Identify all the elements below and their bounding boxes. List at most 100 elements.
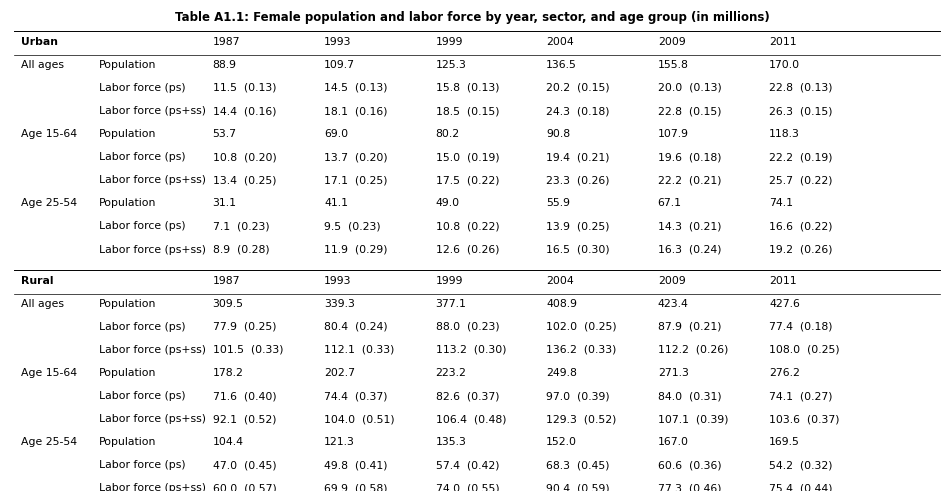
Text: Age 25-54: Age 25-54: [21, 437, 76, 447]
Text: 15.8  (0.13): 15.8 (0.13): [435, 83, 498, 93]
Text: 2009: 2009: [657, 37, 684, 47]
Text: 2009: 2009: [657, 275, 684, 286]
Text: 49.8  (0.41): 49.8 (0.41): [324, 460, 387, 470]
Text: 2011: 2011: [768, 275, 796, 286]
Text: 249.8: 249.8: [546, 368, 577, 378]
Text: 113.2  (0.30): 113.2 (0.30): [435, 345, 506, 355]
Text: 170.0: 170.0: [768, 60, 800, 70]
Text: 408.9: 408.9: [546, 299, 577, 309]
Text: Population: Population: [99, 299, 157, 309]
Text: 309.5: 309.5: [212, 299, 244, 309]
Text: 16.3  (0.24): 16.3 (0.24): [657, 245, 720, 254]
Text: 1993: 1993: [324, 275, 351, 286]
Text: 12.6  (0.26): 12.6 (0.26): [435, 245, 498, 254]
Text: 14.3  (0.21): 14.3 (0.21): [657, 221, 720, 231]
Text: 20.0  (0.13): 20.0 (0.13): [657, 83, 720, 93]
Text: Urban: Urban: [21, 37, 58, 47]
Text: 202.7: 202.7: [324, 368, 355, 378]
Text: 68.3  (0.45): 68.3 (0.45): [546, 460, 609, 470]
Text: 136.2  (0.33): 136.2 (0.33): [546, 345, 615, 355]
Text: 26.3  (0.15): 26.3 (0.15): [768, 106, 832, 116]
Text: 57.4  (0.42): 57.4 (0.42): [435, 460, 498, 470]
Text: 13.4  (0.25): 13.4 (0.25): [212, 175, 276, 185]
Text: 112.2  (0.26): 112.2 (0.26): [657, 345, 727, 355]
Text: 80.2: 80.2: [435, 129, 460, 139]
Text: 17.1  (0.25): 17.1 (0.25): [324, 175, 387, 185]
Text: 20.2  (0.15): 20.2 (0.15): [546, 83, 609, 93]
Text: 23.3  (0.26): 23.3 (0.26): [546, 175, 609, 185]
Text: 22.2  (0.21): 22.2 (0.21): [657, 175, 720, 185]
Text: Table A1.1: Female population and labor force by year, sector, and age group (in: Table A1.1: Female population and labor …: [175, 11, 769, 24]
Text: 109.7: 109.7: [324, 60, 355, 70]
Text: Labor force (ps+ss): Labor force (ps+ss): [99, 414, 206, 424]
Text: 74.1: 74.1: [768, 198, 792, 208]
Text: 31.1: 31.1: [212, 198, 236, 208]
Text: 107.1  (0.39): 107.1 (0.39): [657, 414, 728, 424]
Text: 53.7: 53.7: [212, 129, 236, 139]
Text: Population: Population: [99, 437, 157, 447]
Text: 152.0: 152.0: [546, 437, 577, 447]
Text: 8.9  (0.28): 8.9 (0.28): [212, 245, 269, 254]
Text: 121.3: 121.3: [324, 437, 355, 447]
Text: 22.2  (0.19): 22.2 (0.19): [768, 152, 832, 162]
Text: 377.1: 377.1: [435, 299, 466, 309]
Text: 47.0  (0.45): 47.0 (0.45): [212, 460, 276, 470]
Text: 427.6: 427.6: [768, 299, 800, 309]
Text: Labor force (ps): Labor force (ps): [99, 83, 186, 93]
Text: 7.1  (0.23): 7.1 (0.23): [212, 221, 269, 231]
Text: 71.6  (0.40): 71.6 (0.40): [212, 391, 276, 401]
Text: 19.2  (0.26): 19.2 (0.26): [768, 245, 832, 254]
Text: Population: Population: [99, 368, 157, 378]
Text: Age 15-64: Age 15-64: [21, 129, 76, 139]
Text: 11.5  (0.13): 11.5 (0.13): [212, 83, 276, 93]
Text: All ages: All ages: [21, 60, 64, 70]
Text: 107.9: 107.9: [657, 129, 688, 139]
Text: 101.5  (0.33): 101.5 (0.33): [212, 345, 283, 355]
Text: Labor force (ps+ss): Labor force (ps+ss): [99, 106, 206, 116]
Text: 13.7  (0.20): 13.7 (0.20): [324, 152, 387, 162]
Text: 9.5  (0.23): 9.5 (0.23): [324, 221, 380, 231]
Text: 49.0: 49.0: [435, 198, 460, 208]
Text: 77.4  (0.18): 77.4 (0.18): [768, 322, 832, 332]
Text: Population: Population: [99, 198, 157, 208]
Text: Rural: Rural: [21, 275, 53, 286]
Text: 167.0: 167.0: [657, 437, 688, 447]
Text: All ages: All ages: [21, 299, 64, 309]
Text: 88.0  (0.23): 88.0 (0.23): [435, 322, 498, 332]
Text: 106.4  (0.48): 106.4 (0.48): [435, 414, 506, 424]
Text: Labor force (ps): Labor force (ps): [99, 152, 186, 162]
Text: 1993: 1993: [324, 37, 351, 47]
Text: 178.2: 178.2: [212, 368, 244, 378]
Text: Labor force (ps): Labor force (ps): [99, 460, 186, 470]
Text: 2004: 2004: [546, 37, 573, 47]
Text: 19.6  (0.18): 19.6 (0.18): [657, 152, 720, 162]
Text: 102.0  (0.25): 102.0 (0.25): [546, 322, 616, 332]
Text: Labor force (ps+ss): Labor force (ps+ss): [99, 245, 206, 254]
Text: 108.0  (0.25): 108.0 (0.25): [768, 345, 839, 355]
Text: 18.5  (0.15): 18.5 (0.15): [435, 106, 498, 116]
Text: 69.0: 69.0: [324, 129, 348, 139]
Text: Age 15-64: Age 15-64: [21, 368, 76, 378]
Text: 339.3: 339.3: [324, 299, 355, 309]
Text: 14.5  (0.13): 14.5 (0.13): [324, 83, 387, 93]
Text: 112.1  (0.33): 112.1 (0.33): [324, 345, 394, 355]
Text: 18.1  (0.16): 18.1 (0.16): [324, 106, 387, 116]
Text: 74.4  (0.37): 74.4 (0.37): [324, 391, 387, 401]
Text: 67.1: 67.1: [657, 198, 681, 208]
Text: 423.4: 423.4: [657, 299, 688, 309]
Text: 1999: 1999: [435, 37, 463, 47]
Text: 25.7  (0.22): 25.7 (0.22): [768, 175, 832, 185]
Text: 55.9: 55.9: [546, 198, 569, 208]
Text: 24.3  (0.18): 24.3 (0.18): [546, 106, 609, 116]
Text: 129.3  (0.52): 129.3 (0.52): [546, 414, 615, 424]
Text: 22.8  (0.15): 22.8 (0.15): [657, 106, 720, 116]
Text: 1987: 1987: [212, 37, 240, 47]
Text: 90.8: 90.8: [546, 129, 570, 139]
Text: 82.6  (0.37): 82.6 (0.37): [435, 391, 498, 401]
Text: 41.1: 41.1: [324, 198, 347, 208]
Text: 77.9  (0.25): 77.9 (0.25): [212, 322, 276, 332]
Text: Labor force (ps+ss): Labor force (ps+ss): [99, 345, 206, 355]
Text: 14.4  (0.16): 14.4 (0.16): [212, 106, 276, 116]
Text: 54.2  (0.32): 54.2 (0.32): [768, 460, 832, 470]
Text: Population: Population: [99, 60, 157, 70]
